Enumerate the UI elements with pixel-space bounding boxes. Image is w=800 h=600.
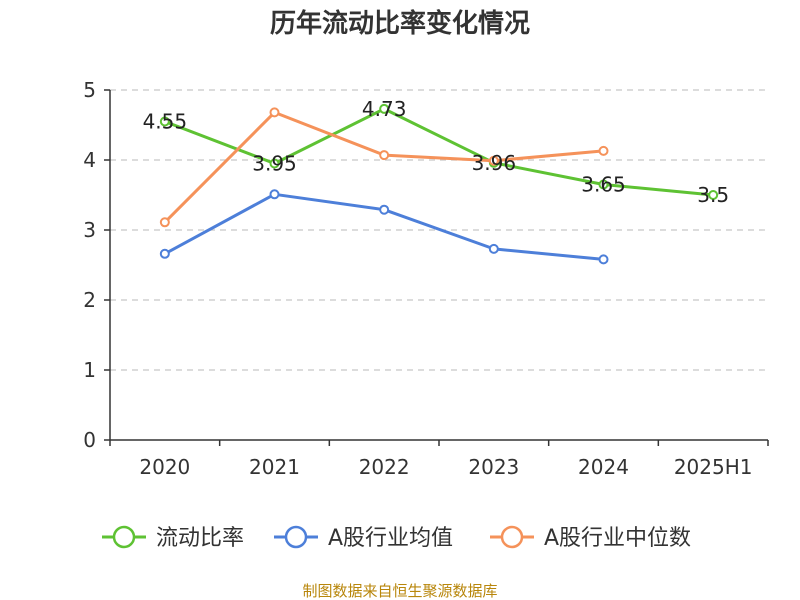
legend-marker (284, 525, 308, 549)
x-tick-label: 2025H1 (674, 455, 753, 479)
legend-marker (112, 525, 136, 549)
series-lines (163, 107, 714, 261)
y-tick-label: 5 (83, 78, 96, 102)
x-tick-label: 2024 (578, 455, 629, 479)
x-tick-label: 2022 (359, 455, 410, 479)
x-tick-label: 2023 (468, 455, 519, 479)
y-tick-label: 3 (83, 218, 96, 242)
data-points (159, 103, 719, 265)
data-point (598, 145, 609, 156)
data-label: 4.55 (143, 110, 188, 134)
y-tick-label: 1 (83, 358, 96, 382)
data-point (159, 248, 170, 259)
data-label: 3.95 (252, 152, 297, 176)
legend-marker (500, 525, 524, 549)
y-tick-label: 4 (83, 148, 96, 172)
series-line-1 (164, 192, 604, 261)
y-tick-label: 2 (83, 288, 96, 312)
legend-label: A股行业中位数 (544, 526, 691, 551)
chart-title: 历年流动比率变化情况 (270, 8, 530, 39)
data-labels: 4.55 3.95 4.73 3.96 3.65 3.5 (143, 97, 730, 207)
data-point (269, 189, 280, 200)
data-label: 3.96 (472, 151, 517, 175)
data-point (598, 254, 609, 265)
data-point (379, 204, 390, 215)
x-tick-label: 2021 (249, 455, 300, 479)
data-point (379, 150, 390, 161)
data-label: 4.73 (362, 97, 407, 121)
data-point (488, 155, 499, 166)
data-point (159, 217, 170, 228)
data-point (379, 103, 390, 114)
legend-label: 流动比率 (156, 526, 244, 551)
data-label: 3.65 (581, 173, 626, 197)
data-label: 3.5 (697, 183, 729, 207)
legend: 流动比率 A股行业均值 A股行业中位数 (102, 525, 691, 551)
data-point (708, 190, 719, 200)
data-point (159, 116, 170, 127)
source-note: 制图数据来自恒生聚源数据库 (302, 582, 497, 600)
data-point (269, 158, 280, 169)
y-tick-label: 0 (83, 428, 96, 452)
legend-label: A股行业均值 (328, 526, 453, 551)
data-point (269, 107, 280, 118)
x-tick-label: 2020 (139, 455, 190, 479)
data-point (598, 179, 609, 190)
axes: 0 1 2 3 4 5 2020 2021 2022 2023 2024 2025H1 (83, 78, 769, 479)
data-point (488, 243, 499, 254)
series-line-0 (164, 107, 714, 197)
